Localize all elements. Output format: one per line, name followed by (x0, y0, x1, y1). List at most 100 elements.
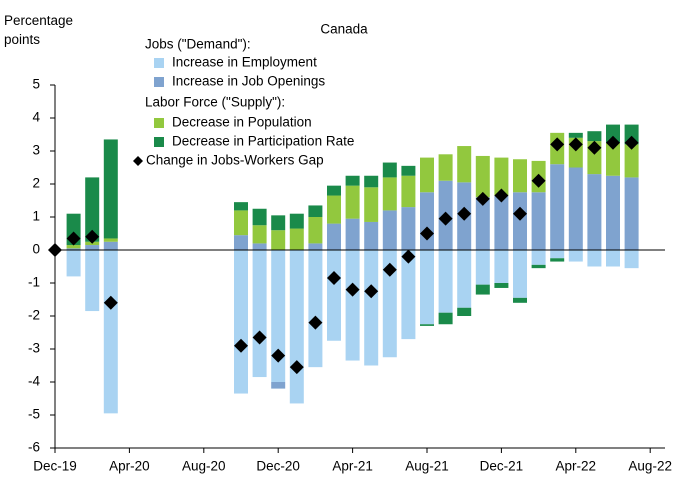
bar-segment (103, 139, 118, 239)
y-tick-label: -3 (28, 341, 40, 356)
bar-segment (271, 250, 286, 382)
bar-segment (234, 210, 248, 236)
bar-segment (345, 218, 360, 250)
bar-segment (289, 250, 304, 404)
diamond-marker (327, 271, 341, 286)
bar-segment (327, 250, 341, 341)
legend-marker (133, 156, 143, 166)
bar-segment (494, 250, 509, 283)
x-tick-label: Apr-21 (332, 459, 373, 474)
y-tick-label: 0 (32, 242, 40, 257)
bar-segment (364, 187, 379, 222)
bar-segment (382, 162, 397, 178)
legend-label: Decrease in Participation Rate (172, 134, 354, 149)
legend-swatch (154, 118, 164, 128)
bar-segment (531, 250, 546, 265)
diamond-marker (438, 211, 453, 226)
diamond-marker (531, 173, 546, 188)
bar-segment (420, 157, 434, 193)
diamond-marker (103, 295, 118, 310)
bar-segment (103, 250, 118, 414)
bar-segment (308, 250, 323, 368)
bar-segment (308, 217, 323, 244)
diamond-marker (550, 137, 565, 152)
diamond-marker (513, 206, 527, 221)
legend-group: Labor Force ("Supply"): (145, 95, 285, 110)
bar-segment (382, 250, 397, 358)
bar-segment (438, 154, 453, 181)
bar-segment (401, 175, 416, 208)
bar-segment (364, 175, 379, 188)
diamond-marker (382, 262, 397, 277)
x-tick-label: Apr-20 (109, 459, 150, 474)
bar-segment (382, 210, 397, 250)
x-tick-label: Apr-22 (556, 459, 597, 474)
bar-segment (531, 264, 546, 269)
bar-segment (624, 177, 639, 250)
bar-segment (85, 245, 100, 250)
y-tick-label: 3 (32, 143, 40, 158)
bar-segment (550, 250, 565, 259)
bar-segment (234, 250, 248, 394)
bar-segment (475, 250, 490, 285)
bar-segment (420, 324, 434, 326)
diamond-marker (234, 338, 248, 353)
bar-segment (401, 207, 416, 250)
diamond-marker (48, 243, 62, 257)
legend-label: Change in Jobs-Workers Gap (146, 153, 324, 168)
bar-segment (606, 142, 620, 176)
bar-segment (438, 312, 453, 325)
legend-swatch (154, 58, 164, 68)
bar-segment (327, 195, 341, 224)
bar-segment (345, 185, 360, 219)
bar-segment (234, 235, 248, 250)
bar-segment (494, 157, 509, 196)
bar-segment (252, 225, 267, 244)
bar-segment (606, 250, 620, 267)
legend-swatch (154, 137, 164, 147)
diamond-marker (475, 191, 490, 206)
bar-segment (401, 165, 416, 176)
diamond-marker (587, 140, 602, 155)
bar-segment (550, 258, 565, 262)
bar-segment (513, 159, 527, 193)
bar-segment (103, 241, 118, 250)
bar-segment (587, 174, 602, 250)
bar-segment (289, 228, 304, 250)
legend-label: Increase in Job Openings (172, 74, 325, 89)
diamond-marker (420, 226, 434, 241)
bar-segment (606, 124, 620, 143)
bar-segment (513, 250, 527, 298)
bar-segment (252, 250, 267, 378)
bar-segment (420, 250, 434, 325)
y-tick-label: 2 (32, 176, 40, 191)
bar-segment (531, 192, 546, 250)
x-tick-label: Aug-21 (405, 459, 449, 474)
bar-segment (420, 192, 434, 250)
y-tick-label: -2 (28, 308, 40, 323)
diamond-marker (345, 282, 360, 297)
bar-segment (66, 245, 81, 249)
legend-swatch (154, 77, 164, 87)
diamond-marker (494, 188, 509, 203)
bar-segment (606, 175, 620, 250)
bar-segment (85, 250, 100, 312)
diamond-marker (252, 330, 267, 345)
y-tick-label: -4 (28, 374, 40, 389)
bar-segment (271, 215, 286, 231)
bar-segment (624, 250, 639, 269)
y-tick-label: 4 (32, 110, 40, 125)
legend-group: Jobs ("Demand"): (145, 37, 251, 52)
bar-segment (475, 197, 490, 250)
bar-segment (308, 205, 323, 217)
bar-segment (513, 297, 527, 303)
bar-segment (364, 221, 379, 250)
bar-segment (568, 132, 583, 138)
bar-segment (85, 177, 100, 242)
bar-segment (475, 284, 490, 295)
bar-segment (252, 243, 267, 250)
legend-label: Decrease in Population (172, 115, 312, 130)
bar-segment (587, 250, 602, 267)
bar-segment (624, 144, 639, 178)
